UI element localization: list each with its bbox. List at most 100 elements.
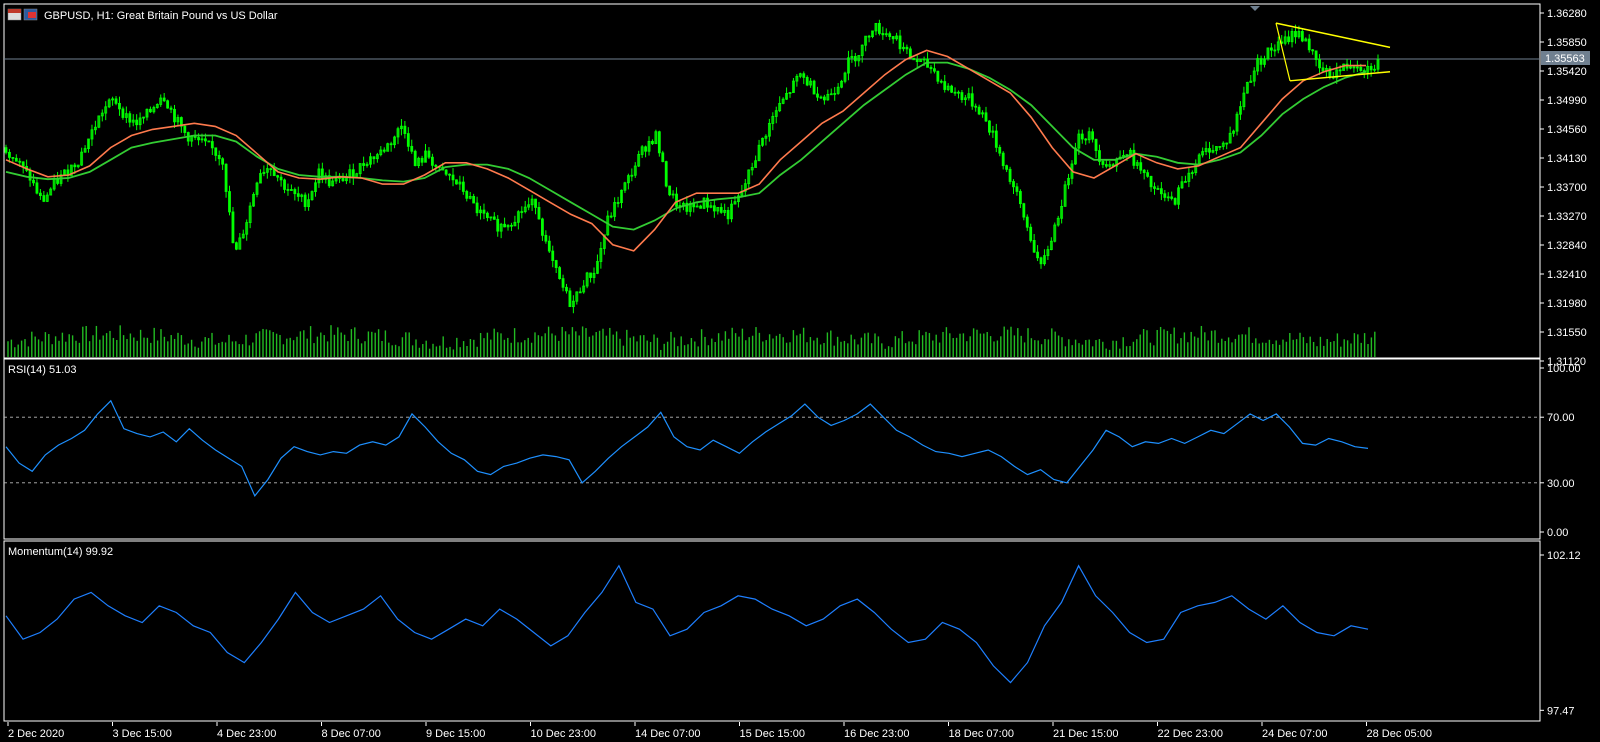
candle-body (974, 105, 978, 108)
candle-body (159, 97, 163, 105)
candle-body (592, 272, 596, 278)
candle-body (465, 191, 469, 199)
momentum-pane-border (3, 540, 1541, 722)
candle-body (1335, 69, 1339, 79)
candle-body (499, 223, 503, 232)
rsi-axis: 100.00 70.00 30.00 0.00 (1540, 363, 1581, 539)
candle-body (290, 189, 293, 191)
candle-body (393, 136, 396, 146)
candle-body (798, 73, 802, 77)
candle-body (520, 211, 524, 213)
candle-body (568, 290, 572, 308)
candle-body (1163, 193, 1167, 198)
candle-body (461, 181, 465, 192)
candle-body (1252, 70, 1256, 82)
candle-body (616, 202, 620, 204)
candle-body (1201, 151, 1205, 156)
candle-body (204, 138, 207, 142)
main-pane-border (3, 3, 1541, 359)
candle-body (895, 35, 898, 40)
candle-body (1046, 249, 1050, 257)
candle-body (118, 102, 121, 110)
triangle-lower-line[interactable] (1289, 70, 1391, 82)
candle-body (455, 179, 458, 185)
candle-body (609, 215, 613, 218)
candle-body (743, 183, 747, 192)
candle-body (372, 156, 376, 160)
candle-body (898, 35, 902, 50)
candle-body (1053, 224, 1057, 242)
candle-body (1091, 131, 1094, 140)
candle-body (1012, 181, 1015, 188)
candle-body (750, 167, 754, 171)
candle-body (819, 96, 823, 99)
candle-body (369, 156, 372, 165)
momentum-pane[interactable] (5, 564, 1369, 684)
candle-body (1204, 148, 1208, 152)
candle-body (276, 175, 280, 178)
candle-body (805, 76, 809, 86)
candle-body (241, 233, 245, 239)
time-tick-label: 22 Dec 23:00 (1158, 728, 1223, 740)
candle-body (42, 195, 46, 202)
time-tick-label: 8 Dec 07:00 (322, 728, 381, 740)
candle-body (558, 267, 562, 280)
candle-body (1153, 186, 1156, 189)
candle-body (957, 91, 960, 94)
candle-body (1001, 152, 1005, 167)
candle-body (1156, 188, 1160, 190)
triangle-left-edge[interactable] (1275, 22, 1291, 81)
candle-body (620, 189, 623, 203)
candle-body (228, 191, 231, 213)
chart-shift-marker[interactable] (1250, 6, 1260, 11)
candle-body (1018, 191, 1022, 205)
candle-body (633, 165, 637, 176)
main-price-pane[interactable] (4, 19, 1391, 357)
candle-body (953, 91, 957, 94)
candle-body (809, 80, 813, 86)
candle-body (822, 96, 826, 101)
candle-body (1359, 66, 1363, 71)
candle-body (902, 46, 905, 50)
candle-body (1060, 205, 1064, 219)
candle-body (1032, 240, 1036, 253)
candle-body (506, 224, 510, 228)
candle-body (375, 154, 379, 160)
candle-body (812, 80, 816, 95)
ma-slow-line (5, 61, 1367, 231)
time-tick-label: 10 Dec 23:00 (531, 728, 596, 740)
candle-body (630, 174, 634, 177)
candle-body (1104, 164, 1108, 167)
price-tick-label: 1.36280 (1547, 8, 1587, 20)
candle-body (200, 138, 204, 141)
candle-body (695, 205, 699, 208)
candle-body (1263, 58, 1266, 65)
candle-body (479, 209, 482, 214)
candle-body (245, 222, 249, 235)
candle-body (286, 189, 290, 191)
candle-body (248, 205, 252, 223)
candle-body (699, 205, 702, 209)
candle-body (210, 141, 214, 149)
triangle-upper-line[interactable] (1275, 22, 1391, 49)
candle-body (840, 80, 843, 88)
candle-body (1149, 175, 1153, 188)
candle-body (516, 211, 520, 223)
candle-body (523, 206, 527, 212)
candle-body (764, 135, 768, 139)
candle-body (1270, 47, 1273, 51)
rsi-pane[interactable] (4, 399, 1540, 498)
gb-flag-icon (7, 8, 22, 21)
candle-body (49, 188, 53, 196)
candle-body (661, 152, 665, 162)
candle-body (881, 33, 885, 36)
candle-body (327, 175, 331, 187)
candle-body (413, 150, 417, 167)
candle-body (28, 169, 32, 181)
candle-body (853, 56, 857, 62)
candle-body (224, 163, 228, 192)
candle-body (293, 189, 297, 195)
time-tick-label: 24 Dec 07:00 (1262, 728, 1327, 740)
candle-body (255, 182, 259, 195)
